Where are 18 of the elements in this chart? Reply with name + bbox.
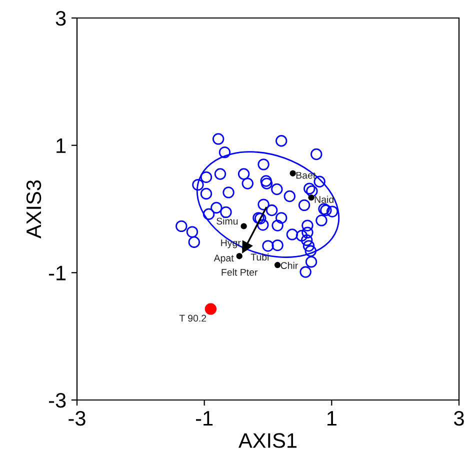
x-tick-label: 3 [454,410,464,426]
annotation: Naid [314,196,334,203]
annotation: Apat [214,254,234,264]
annotation: Simu [216,217,238,225]
x-tick-label: -3 [68,410,86,426]
annotation: Tubi [250,253,269,261]
annotation: T 90.2 [179,314,206,322]
y-axis-title: AXIS3 [26,180,42,238]
y-tick-label: -3 [48,393,66,408]
y-tick-label: 1 [56,138,66,153]
x-tick-label: 1 [327,411,336,426]
y-tick-label: 3 [56,11,66,26]
y-tick-label: -1 [48,266,66,280]
annotation: Chir [280,262,298,270]
x-tick-label: -1 [196,411,213,426]
x-axis-title: AXIS1 [238,433,297,448]
annotation: Felt Pter [222,268,258,276]
annotation: Baet [296,172,316,179]
